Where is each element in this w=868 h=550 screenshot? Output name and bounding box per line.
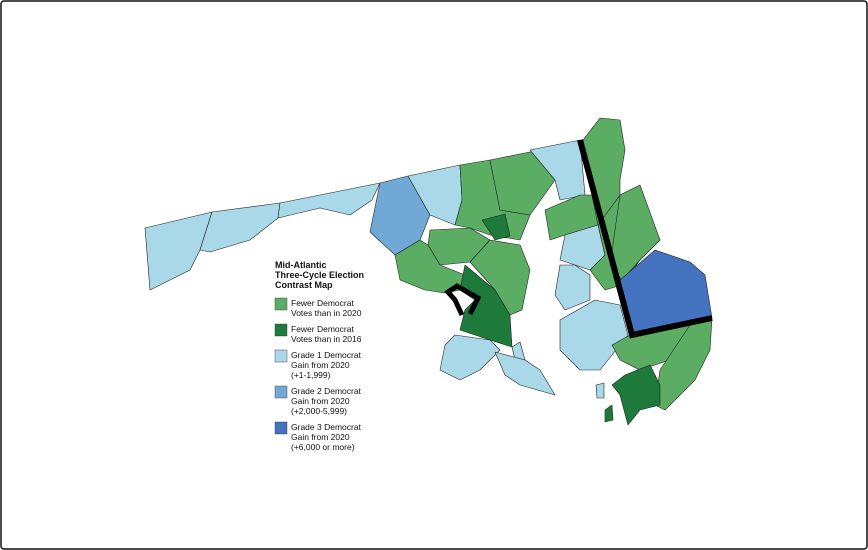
county — [611, 364, 661, 426]
legend-title: Mid-Atlantic — [275, 260, 327, 270]
county — [604, 404, 614, 423]
county — [559, 299, 629, 371]
county — [654, 317, 713, 411]
legend-label: Gain from 2020 — [291, 396, 350, 406]
county — [481, 213, 511, 241]
legend-swatch — [274, 297, 288, 311]
legend-label: Votes than in 2020 — [291, 308, 362, 318]
legend-label: Grade 2 Democrat — [291, 386, 362, 396]
legend-label: (+1-1,999) — [291, 370, 331, 380]
county — [144, 211, 213, 291]
state-border — [577, 139, 713, 339]
legend-title: Contrast Map — [275, 280, 333, 290]
legend-label: Fewer Democrat — [291, 324, 354, 334]
legend-label: Votes than in 2016 — [291, 334, 362, 344]
dc-border — [444, 283, 482, 317]
legend-label: Gain from 2020 — [291, 432, 350, 442]
legend-swatch — [274, 349, 288, 363]
county — [554, 264, 591, 311]
legend-label: (+2,000-5,999) — [291, 406, 347, 416]
county — [439, 334, 501, 381]
county — [595, 382, 605, 399]
legend-label: Fewer Democrat — [291, 298, 354, 308]
county — [529, 139, 586, 201]
legend-label: Grade 1 Democrat — [291, 350, 362, 360]
legend-label: (+6,000 or more) — [291, 442, 355, 452]
legend-title: Three-Cycle Election — [275, 270, 364, 280]
county — [469, 239, 531, 316]
counties — [144, 117, 713, 426]
legend-swatch — [274, 421, 288, 435]
legend-label: Gain from 2020 — [291, 360, 350, 370]
county — [494, 351, 556, 396]
county — [609, 184, 661, 281]
legend-swatch — [274, 323, 288, 337]
county — [459, 264, 513, 348]
legend-swatch — [274, 385, 288, 399]
legend-label: Grade 3 Democrat — [291, 422, 362, 432]
